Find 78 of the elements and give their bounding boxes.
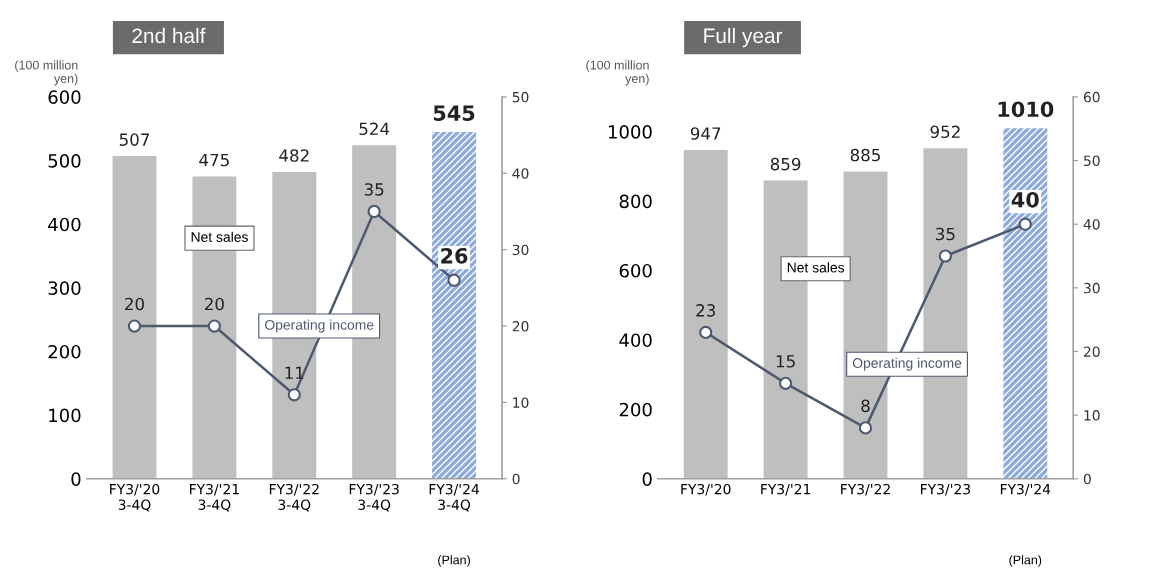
data-label: 482 — [279, 149, 309, 162]
x-tick-label: FY3/'21 — [761, 483, 811, 496]
x-tick-label: FY3/'22 3-4Q — [269, 483, 319, 512]
x-tick-label: FY3/'20 3-4Q — [110, 483, 160, 512]
data-label: 507 — [119, 133, 149, 146]
y2-tick-label: 50 — [512, 91, 529, 103]
x-tick-label: FY3/'21 3-4Q — [190, 483, 239, 512]
point — [938, 249, 952, 263]
y-axis-title: (100 million yen) — [586, 60, 649, 86]
y2-tick-label: 30 — [1084, 282, 1100, 294]
y-tick-label: 300 — [48, 281, 81, 295]
y2-tick-label: 10 — [513, 397, 529, 408]
data-label: 15 — [776, 355, 795, 368]
data-label: 947 — [690, 127, 721, 140]
x-tick-label: FY3/'24 3-4Q — [429, 483, 480, 512]
y-tick-label: 600 — [619, 263, 652, 278]
data-label: 20 — [204, 297, 224, 311]
data-label: 8 — [861, 399, 870, 413]
y2-tick-label: 50 — [1084, 155, 1100, 167]
point — [699, 325, 713, 339]
data-label: 26 — [441, 247, 468, 264]
bar — [1003, 128, 1048, 479]
series-label: Operating income — [852, 357, 962, 371]
y2-tick-label: 40 — [1083, 219, 1100, 230]
point — [367, 204, 381, 219]
bar — [683, 150, 728, 479]
data-label: 35 — [364, 183, 384, 196]
y-tick-label: 100 — [49, 408, 81, 423]
series-label: Operating income — [265, 319, 374, 333]
y-tick-label: 0 — [642, 472, 652, 486]
y2-tick-label: 10 — [1084, 410, 1100, 421]
y-tick-label: 1000 — [608, 125, 652, 139]
point — [207, 319, 221, 333]
series-label: Net sales — [191, 231, 248, 242]
y-tick-label: 600 — [48, 90, 81, 105]
point — [447, 273, 461, 287]
data-label: 475 — [199, 153, 229, 167]
text: (Plan) — [1009, 555, 1042, 567]
data-label: 1010 — [998, 101, 1054, 118]
point — [1018, 217, 1032, 231]
y2-tick-label: 0 — [1083, 473, 1091, 485]
y2-tick-label: 20 — [1083, 346, 1100, 357]
y-tick-label: 200 — [619, 402, 652, 417]
point — [858, 421, 873, 435]
data-label: 524 — [359, 122, 390, 136]
chart-title: Full year — [704, 27, 783, 48]
x-tick-label: FY3/'24 — [1000, 483, 1051, 496]
y2-tick-label: 20 — [512, 321, 529, 332]
y-tick-label: 0 — [71, 472, 81, 486]
y-tick-label: 500 — [48, 154, 81, 168]
data-label: 23 — [696, 304, 715, 317]
x-tick-label: FY3/'23 — [921, 483, 971, 496]
data-label: 11 — [285, 366, 304, 379]
data-label: 35 — [936, 227, 955, 241]
point — [779, 376, 793, 390]
data-label: 859 — [770, 157, 801, 171]
series-label: Net sales — [787, 262, 845, 273]
y2-tick-label: 40 — [512, 168, 529, 179]
y-tick-label: 400 — [48, 217, 81, 232]
chart-title: 2nd half — [132, 27, 206, 44]
data-label: 952 — [930, 125, 960, 139]
y-axis-title: (100 million yen) — [15, 60, 78, 86]
y-tick-label: 800 — [619, 194, 652, 209]
y2-tick-label: 0 — [512, 473, 520, 485]
data-label: 40 — [1011, 191, 1039, 208]
text: (Plan) — [438, 555, 470, 567]
point — [127, 319, 142, 333]
x-tick-label: FY3/'22 — [841, 483, 890, 496]
data-label: 885 — [850, 148, 880, 162]
point — [287, 388, 301, 402]
data-label: 20 — [125, 297, 144, 311]
data-label: 545 — [433, 105, 475, 121]
x-tick-label: FY3/'23 3-4Q — [349, 483, 399, 512]
y-tick-label: 200 — [48, 344, 81, 359]
x-tick-label: FY3/'20 — [681, 483, 731, 496]
y2-tick-label: 60 — [1083, 91, 1100, 103]
y-tick-label: 400 — [619, 333, 652, 348]
y2-tick-label: 30 — [512, 244, 529, 256]
